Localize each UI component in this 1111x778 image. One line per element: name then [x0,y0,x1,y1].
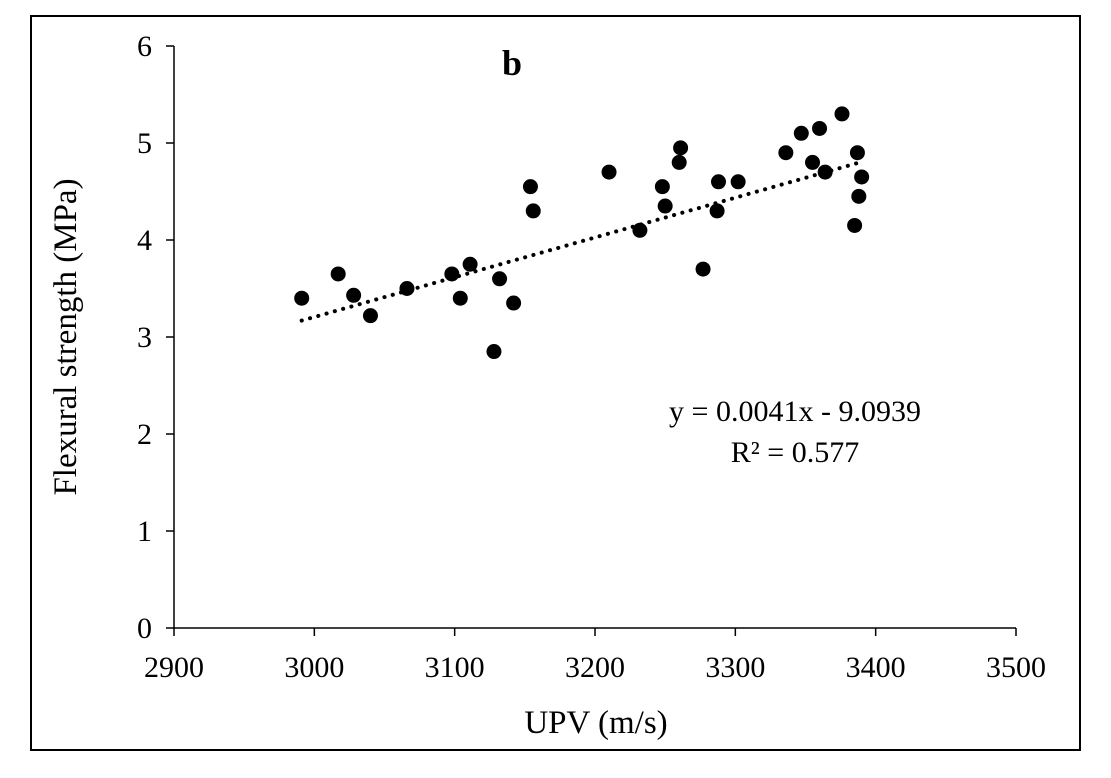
data-point [486,344,502,360]
trendline-path [299,159,864,323]
data-point [522,179,538,195]
y-tick-label: 1 [137,515,152,548]
data-point [709,203,725,219]
y-axis-title: Flexural strength (MPa) [48,178,84,495]
data-point [778,145,794,161]
x-tick-label: 2900 [144,651,204,684]
data-point [294,290,310,306]
trendline-equation: y = 0.0041x - 9.0939 [669,395,921,428]
x-tick-label: 3200 [565,651,625,684]
data-point [817,164,833,180]
x-tick-label: 3100 [425,651,485,684]
data-point [657,198,673,214]
data-point [444,266,460,282]
y-tick-label: 3 [137,321,152,354]
panel-label: b [502,43,522,83]
y-tick-label: 6 [137,30,152,63]
x-axis-title: UPV (m/s) [524,705,667,741]
y-tick-label: 0 [137,612,152,645]
trendline [299,159,864,323]
data-point [330,266,346,282]
y-tick-label: 5 [137,127,152,160]
data-point [834,106,850,122]
x-tick-label: 3500 [986,651,1046,684]
data-point [854,169,870,185]
data-point [805,154,821,170]
data-point [710,174,726,190]
data-point [671,154,687,170]
data-point [849,145,865,161]
data-point [654,179,670,195]
data-point [632,222,648,238]
data-point [730,174,746,190]
y-tick-label: 2 [137,418,152,451]
data-point [812,120,828,136]
data-point [362,308,378,324]
r-squared-label: R² = 0.577 [731,436,859,469]
data-point [346,287,362,303]
y-tick-label: 4 [137,224,152,257]
x-tick-label: 3400 [846,651,906,684]
data-point [847,217,863,233]
data-point [452,290,468,306]
data-point [506,295,522,311]
chart-border [30,15,1081,751]
data-point [462,256,478,272]
data-points [294,106,870,360]
x-tick-label: 3000 [284,651,344,684]
axes: 2900 3000 3100 3200 3300 3400 3500 0 1 2 3 4 5 6 [137,30,1046,684]
data-point [601,164,617,180]
data-point [851,188,867,204]
data-point [673,140,689,156]
data-point [793,125,809,141]
x-tick-label: 3300 [705,651,765,684]
data-point [492,271,508,287]
data-point [399,281,415,296]
data-point [695,261,711,277]
data-point [525,203,541,219]
